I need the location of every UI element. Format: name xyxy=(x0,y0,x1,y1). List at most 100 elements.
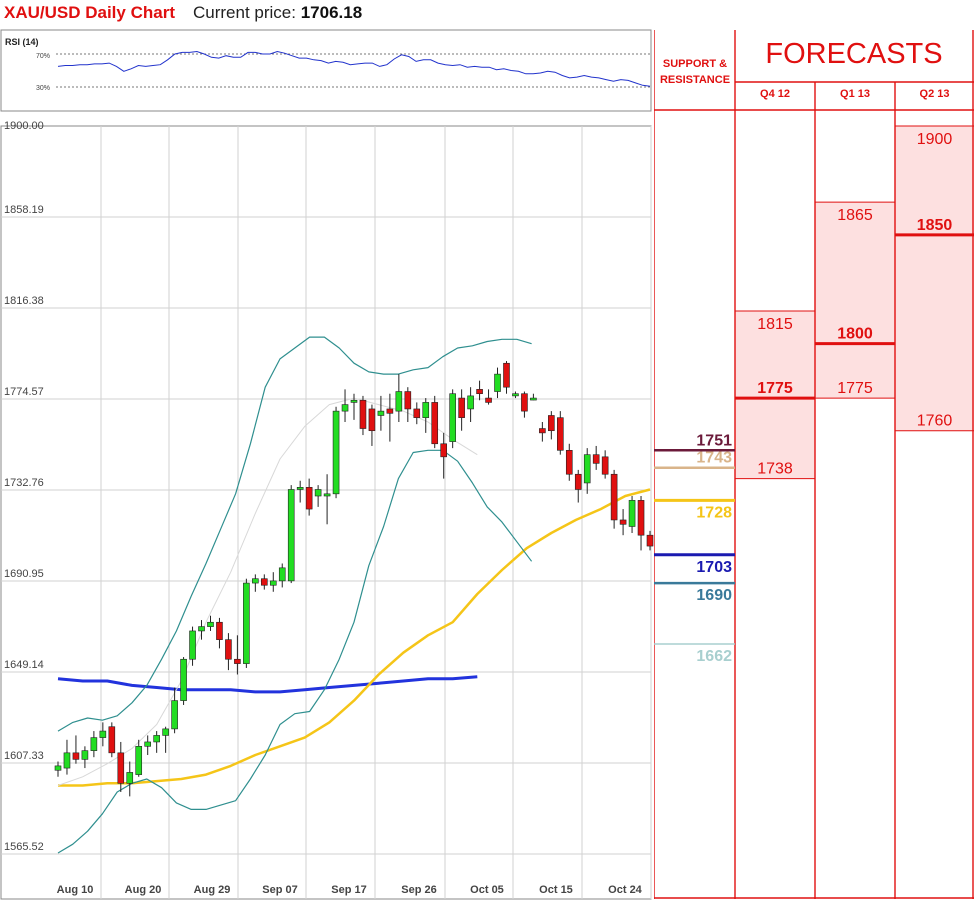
pair-title: XAU/USD Daily Chart xyxy=(4,3,175,22)
candle-down xyxy=(521,393,528,412)
candle-up xyxy=(153,735,160,743)
candle-up xyxy=(162,728,169,736)
candle-down xyxy=(404,391,412,410)
candle-up xyxy=(287,489,295,582)
x-tick-label: Sep 07 xyxy=(262,884,297,896)
candle-up xyxy=(81,750,89,760)
forecast-range xyxy=(735,311,815,479)
candle-up xyxy=(323,493,331,497)
candle-down xyxy=(503,362,510,388)
candle-down xyxy=(108,726,116,754)
candle-up xyxy=(341,404,349,412)
candle-down xyxy=(386,408,394,414)
candle-up xyxy=(189,630,196,660)
price-frame xyxy=(0,125,652,900)
x-tick-label: Oct 24 xyxy=(608,884,643,896)
forecast-range xyxy=(815,202,895,399)
x-tick-label: Aug 29 xyxy=(194,884,231,896)
price-value: 1706.18 xyxy=(300,3,363,22)
indicator-line xyxy=(57,675,478,694)
sr-level-value: 1690 xyxy=(696,587,732,604)
candle-up xyxy=(512,393,519,397)
axes: 1900.00 1858.19 1816.38 1774.57 1732.76 1690.… xyxy=(4,120,643,896)
forecast-mid-value: 1775 xyxy=(757,380,793,397)
rsi-lower-label: 30% xyxy=(36,85,50,92)
candle-up xyxy=(198,626,205,632)
candle-up xyxy=(332,410,340,495)
candle-up xyxy=(377,410,385,416)
rsi-panel: RSI (14) 70% 30% xyxy=(0,29,652,112)
forecast-low-value: 1775 xyxy=(837,380,873,397)
candle-down xyxy=(476,389,483,395)
candle-up xyxy=(583,454,591,484)
forecast-grid: 1815 1775 1738 1865 1800 1775 1900 1850 1760 1751… xyxy=(654,30,974,899)
candle-down xyxy=(305,487,313,510)
sr-level-value: 1743 xyxy=(696,450,732,467)
y-tick-label: 1565.52 xyxy=(4,841,44,853)
grid xyxy=(1,126,652,899)
y-tick-label: 1690.95 xyxy=(4,568,44,580)
indicator-line xyxy=(58,488,651,787)
candle-down xyxy=(72,752,80,760)
candle-up xyxy=(449,393,456,442)
candle-up xyxy=(54,765,62,771)
candle-down xyxy=(261,578,268,586)
candle-down xyxy=(368,408,376,432)
sr-level-value: 1703 xyxy=(696,559,732,576)
y-tick-label: 1774.57 xyxy=(4,386,44,398)
candle-down xyxy=(610,473,618,521)
col-header-q4-12: Q4 12 xyxy=(760,88,790,100)
y-tick-label: 1607.33 xyxy=(4,750,44,762)
candle-up xyxy=(395,391,403,412)
x-tick-label: Aug 10 xyxy=(57,884,94,896)
y-tick-label: 1900.00 xyxy=(4,120,44,132)
rsi-line xyxy=(57,50,651,87)
candle-up xyxy=(494,373,501,392)
forecast-panel: 1815 1775 1738 1865 1800 1775 1900 1850 1760 1751… xyxy=(654,30,974,899)
candle-up xyxy=(422,402,430,418)
y-tick-label: 1732.76 xyxy=(4,477,44,489)
candle-up xyxy=(135,746,143,775)
candle-down xyxy=(225,639,232,660)
price-panel: 1900.00 1858.19 1816.38 1774.57 1732.76 1690.… xyxy=(0,120,654,900)
candle-down xyxy=(234,658,241,664)
rsi-upper-label: 70% xyxy=(36,53,50,60)
x-tick-label: Aug 20 xyxy=(125,884,162,896)
candle-down xyxy=(601,456,609,475)
candle-up xyxy=(350,399,358,403)
price-label: Current price: xyxy=(192,3,296,22)
candle-up xyxy=(530,397,537,401)
candle-down xyxy=(216,621,223,640)
forecast-low-value: 1738 xyxy=(757,461,793,478)
candle-down xyxy=(637,500,645,536)
candle-down xyxy=(440,443,447,458)
candle-up xyxy=(144,741,151,747)
candle-down xyxy=(359,399,367,429)
candle-down xyxy=(557,417,564,451)
indicator-line xyxy=(57,336,532,732)
sr-level-value: 1751 xyxy=(696,432,732,449)
forecast-range xyxy=(895,126,974,431)
indicator-line xyxy=(57,449,533,854)
candle-down xyxy=(539,428,546,434)
candle-down xyxy=(548,415,555,432)
candle-up xyxy=(314,489,322,497)
candle-up xyxy=(278,567,286,582)
forecast-mid-value: 1850 xyxy=(917,217,953,234)
candle-up xyxy=(180,658,187,701)
candle-down xyxy=(413,408,421,418)
candle-down xyxy=(485,397,492,403)
candle-up xyxy=(467,395,474,410)
candle-down xyxy=(619,519,627,525)
y-tick-label: 1816.38 xyxy=(4,295,44,307)
candle-down xyxy=(431,402,439,445)
candle-down xyxy=(458,397,465,418)
candle-up xyxy=(171,700,178,730)
x-tick-label: Sep 17 xyxy=(331,884,366,896)
candles xyxy=(54,361,654,797)
chart-title-bar: XAU/USD Daily Chart Current price: 1706.1… xyxy=(4,3,362,23)
col-header-q2-13: Q2 13 xyxy=(919,88,950,100)
candle-down xyxy=(565,450,573,475)
sr-level-value: 1728 xyxy=(696,504,732,521)
